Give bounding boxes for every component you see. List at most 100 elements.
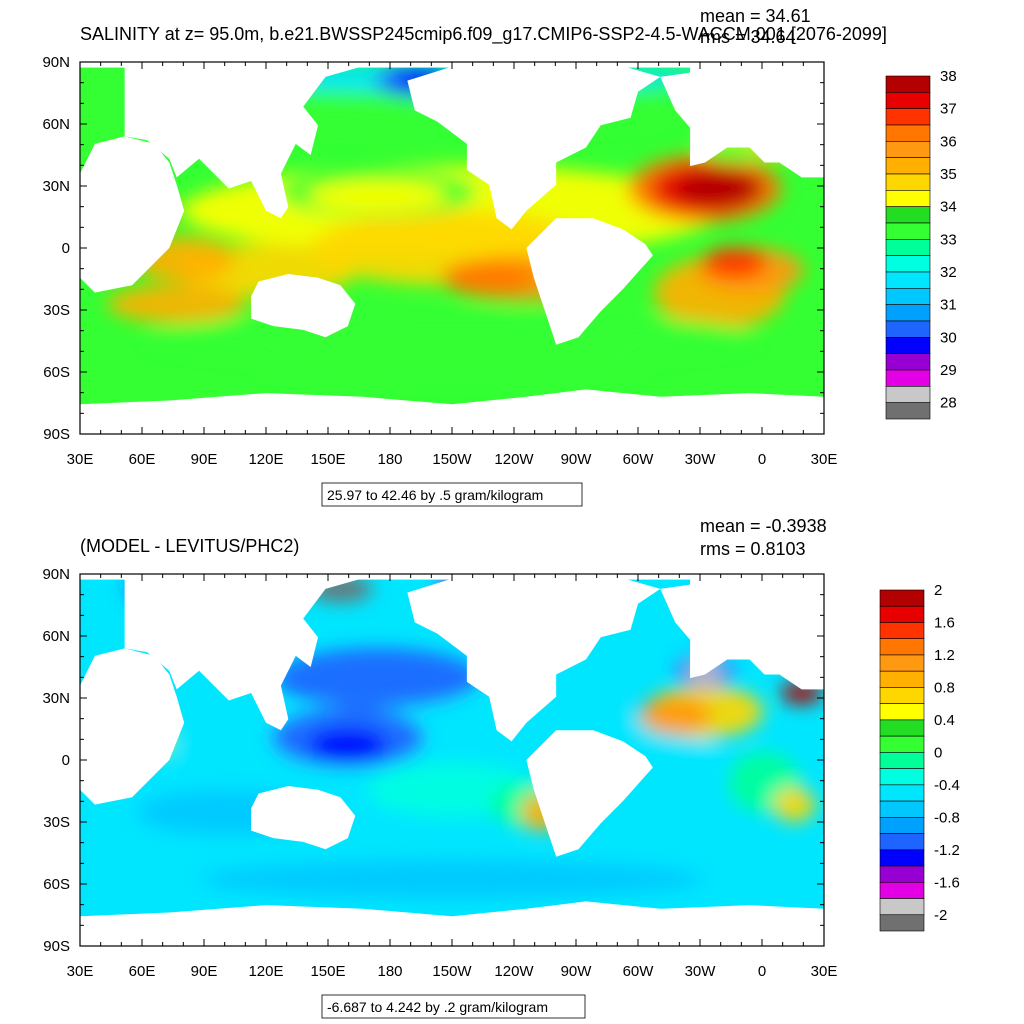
salinity-region: [442, 262, 537, 294]
colorbar-swatch: [879, 638, 925, 656]
lon-tick-label: 120W: [494, 963, 534, 980]
colorbar-label: 0: [934, 744, 942, 761]
colorbar-swatch: [885, 75, 931, 93]
land-namerica: [407, 574, 661, 742]
lon-tick-label: 30E: [67, 963, 94, 980]
colorbar-swatch: [885, 304, 931, 322]
lon-tick-label: 60W: [623, 451, 655, 468]
salinity-region: [308, 727, 388, 763]
colorbar-swatch: [879, 784, 925, 802]
range-label: 25.97 to 42.46 by .5 gram/kilogram: [327, 487, 543, 503]
lon-tick-label: 180: [377, 451, 402, 468]
land-samerica: [526, 218, 653, 345]
lat-tick-label: 90N: [42, 54, 70, 71]
colorbar-label: 0.4: [934, 712, 955, 729]
chart-panel-2: 90N 60N 30N 0 30S 60S 90S 30E 60E 90E 120E 150E 180 1…: [42, 516, 960, 1019]
land-greenland: [660, 69, 758, 137]
lon-tick-label: 30W: [685, 451, 717, 468]
land-mask: [80, 574, 824, 946]
range-label: -6.687 to 4.242 by .2 gram/kilogram: [327, 999, 548, 1015]
colorbar-label: -0.4: [934, 777, 960, 794]
colorbar-swatch: [879, 817, 925, 834]
lon-tick-label: 0: [758, 451, 766, 468]
salinity-region: [107, 284, 247, 323]
colorbar-swatch: [885, 92, 931, 109]
colorbar-swatch: [879, 589, 925, 607]
land-antarctica: [80, 389, 824, 434]
colorbar-label: 1.6: [934, 614, 955, 631]
lon-tick-label: 30E: [811, 963, 838, 980]
salinity-region: [639, 696, 712, 735]
colorbar-swatch: [885, 141, 931, 158]
salinity-region: [702, 247, 768, 279]
colorbar: 2 1.6 1.2 0.8 0.4 0 -0.4 -0.8 -1.2 -1.6 -2: [879, 582, 960, 932]
stat-rms: rms = 0.8103: [700, 539, 806, 559]
colorbar-swatch: [885, 402, 931, 420]
land-namerica: [407, 62, 661, 230]
colorbar-swatch: [879, 881, 925, 899]
land-eurasia: [124, 62, 378, 219]
colorbar-label: 2: [934, 582, 942, 599]
colorbar-swatch: [879, 605, 925, 623]
stat-rms: rms = 34.64: [700, 27, 796, 47]
lon-tick-label: 60E: [129, 963, 156, 980]
range-label-box: [321, 482, 583, 507]
lon-tick-label: 120W: [494, 451, 534, 468]
colorbar-swatch: [879, 898, 925, 916]
colorbar-swatch: [885, 157, 931, 175]
colorbar-label: -2: [934, 907, 947, 924]
colorbar-label: -0.8: [934, 809, 960, 826]
colorbar-swatch: [879, 768, 925, 786]
colorbar: 38 37 36 35 34 33 32 31 30 29 28: [885, 68, 957, 420]
lon-tick-label: 90E: [191, 963, 218, 980]
colorbar-label: 31: [940, 297, 957, 314]
lon-tick-label: 90E: [191, 451, 218, 468]
colorbar-swatch: [879, 622, 925, 640]
colorbar-swatch: [879, 914, 925, 932]
lon-tick-label: 30W: [685, 963, 717, 980]
colorbar-swatch: [885, 369, 931, 387]
colorbar-swatch: [885, 353, 931, 371]
colorbar-label: -1.2: [934, 842, 960, 859]
lon-tick-label: 150W: [432, 963, 472, 980]
range-label-box: [321, 994, 586, 1019]
salinity-region: [200, 859, 704, 899]
lon-tick-label: 60E: [129, 451, 156, 468]
colorbar-swatch: [885, 173, 931, 191]
lon-tick-label: 120E: [248, 451, 283, 468]
colorbar-label: 1.2: [934, 647, 955, 664]
colorbar-swatch: [885, 288, 931, 305]
lon-tick-label: 150E: [310, 451, 345, 468]
colorbar-label: 34: [940, 199, 957, 216]
lon-tick-label: 150W: [432, 451, 472, 468]
colorbar-swatch: [885, 206, 931, 224]
colorbar-swatch: [879, 833, 925, 851]
lat-tick-label: 90S: [43, 938, 70, 955]
lat-tick-label: 90N: [42, 566, 70, 583]
colorbar-swatch: [879, 703, 925, 721]
lon-tick-label: 120E: [248, 963, 283, 980]
lon-tick-label: 30E: [811, 451, 838, 468]
land-eurasia: [124, 574, 378, 731]
colorbar-swatch: [879, 719, 925, 737]
lon-tick-label: 60W: [623, 963, 655, 980]
land-africa: [80, 648, 185, 805]
colorbar-swatch: [885, 239, 931, 256]
lat-tick-label: 90S: [43, 426, 70, 443]
land-australia: [251, 786, 356, 850]
land-australia: [251, 274, 356, 338]
salinity-region: [256, 351, 648, 383]
salinity-region: [274, 647, 481, 709]
lat-tick-label: 0: [62, 752, 70, 769]
chart-title: SALINITY at z= 95.0m, b.e21.BWSSP245cmip…: [80, 24, 887, 45]
land-mask: [80, 62, 824, 434]
colorbar-swatch: [885, 320, 931, 338]
colorbar-label: 37: [940, 101, 957, 118]
chart-panel-1: 90N 60N 30N 0 30S 60S 90S 30E 60E 90E 120E 150E 180 1…: [42, 6, 957, 507]
colorbar-swatch: [885, 337, 931, 354]
colorbar-swatch: [885, 255, 931, 273]
salinity-region: [676, 169, 764, 208]
colorbar-swatch: [879, 800, 925, 818]
land-antarctica: [80, 901, 824, 946]
